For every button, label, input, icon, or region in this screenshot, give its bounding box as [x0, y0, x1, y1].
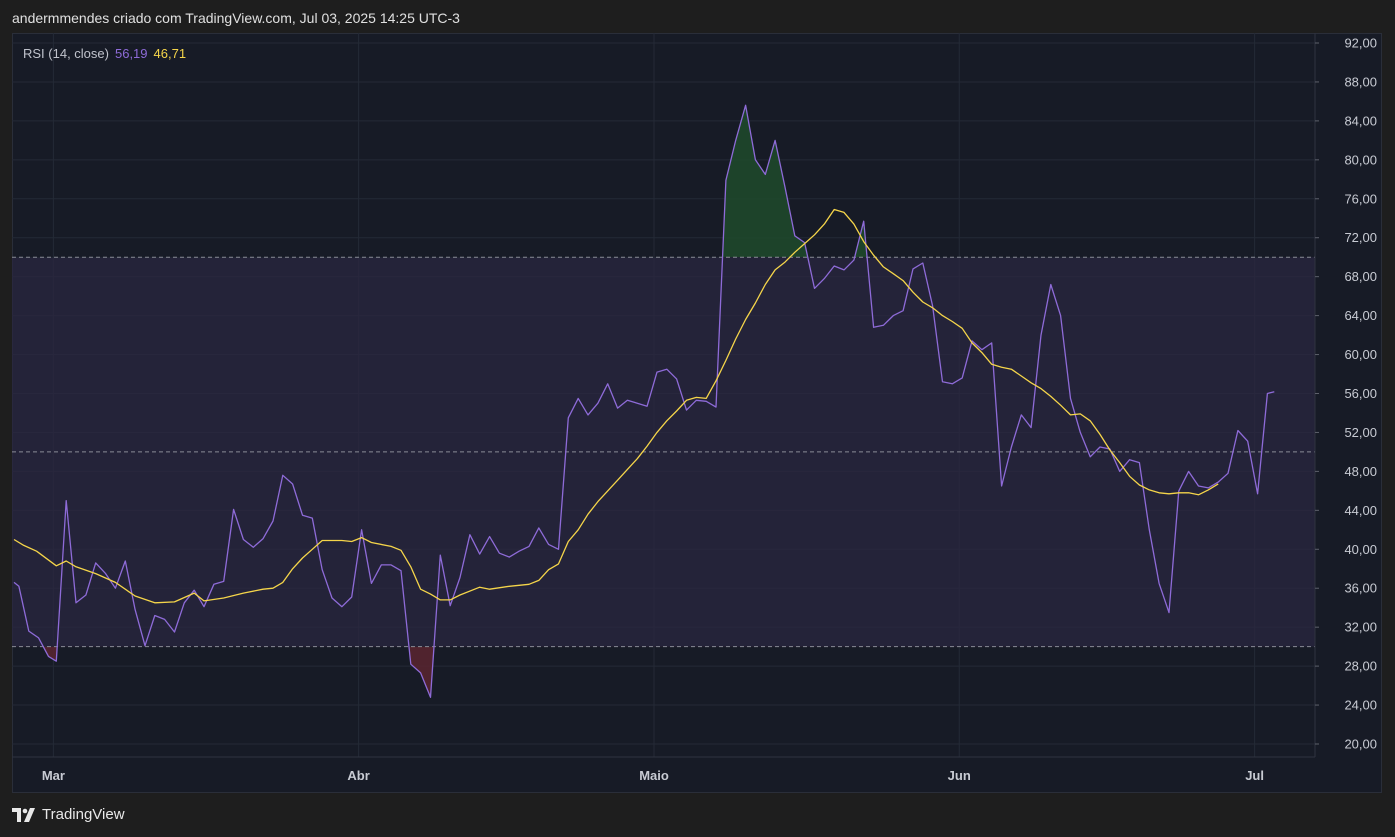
chart-header: andermmendes criado com TradingView.com,…	[12, 10, 460, 26]
rsi-line	[13, 104, 1275, 698]
brand-name: TradingView	[42, 806, 125, 823]
x-tick-label: Jun	[948, 768, 971, 783]
y-tick-label: 88,00	[1344, 74, 1377, 89]
x-tick-label: Maio	[639, 768, 669, 783]
y-tick-label: 20,00	[1344, 737, 1377, 752]
y-tick-label: 24,00	[1344, 698, 1377, 713]
threshold-fills	[43, 105, 868, 698]
y-tick-label: 84,00	[1344, 113, 1377, 128]
time-axis[interactable]: Mar Abr Maio Jun Jul	[42, 768, 1264, 783]
y-tick-label: 68,00	[1344, 269, 1377, 284]
x-tick-label: Jul	[1245, 768, 1264, 783]
y-tick-label: 52,00	[1344, 425, 1377, 440]
rsi-chart[interactable]: 92,00 88,00 84,00 80,00 76,00 72,00 68,00 64,00…	[12, 33, 1382, 793]
y-tick-label: 40,00	[1344, 542, 1377, 557]
y-tick-label: 44,00	[1344, 503, 1377, 518]
y-tick-label: 32,00	[1344, 620, 1377, 635]
footer-brand[interactable]: TradingView	[12, 806, 125, 823]
y-tick-label: 80,00	[1344, 152, 1377, 167]
ma-value: 46,71	[153, 46, 187, 61]
y-tick-label: 72,00	[1344, 230, 1377, 245]
ma-line	[13, 208, 1219, 604]
indicator-legend[interactable]: RSI (14, close) 56,19 46,71	[23, 46, 186, 61]
rsi-value: 56,19	[114, 46, 148, 61]
series-lines	[13, 104, 1275, 698]
y-tick-label: 56,00	[1344, 386, 1377, 401]
y-tick-label: 92,00	[1344, 36, 1377, 51]
x-tick-label: Mar	[42, 768, 65, 783]
overbought-fill	[722, 105, 868, 258]
level-lines	[12, 256, 1315, 648]
y-tick-label: 76,00	[1344, 191, 1377, 206]
y-tick-label: 48,00	[1344, 464, 1377, 479]
x-tick-label: Abr	[347, 768, 369, 783]
indicator-label: RSI (14, close)	[23, 46, 109, 61]
y-tick-label: 64,00	[1344, 308, 1377, 323]
y-tick-label: 36,00	[1344, 581, 1377, 596]
y-tick-label: 28,00	[1344, 659, 1377, 674]
y-tick-label: 60,00	[1344, 347, 1377, 362]
tradingview-logo-icon	[12, 807, 38, 823]
price-axis[interactable]: 92,00 88,00 84,00 80,00 76,00 72,00 68,00 64,00…	[1315, 36, 1377, 752]
